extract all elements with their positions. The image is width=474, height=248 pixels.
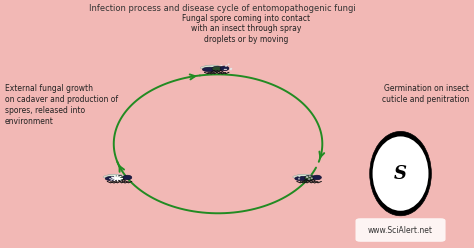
Circle shape <box>110 180 112 181</box>
Ellipse shape <box>370 131 431 216</box>
Ellipse shape <box>202 67 217 72</box>
Circle shape <box>230 69 232 70</box>
Text: Fungal spore coming into contact
with an insect through spray
droplets or by mov: Fungal spore coming into contact with an… <box>182 14 310 44</box>
Circle shape <box>114 177 120 180</box>
Ellipse shape <box>304 175 315 180</box>
Circle shape <box>220 66 229 71</box>
Circle shape <box>123 175 132 180</box>
Text: External fungal growth
on cadaver and production of
spores, released into
enviro: External fungal growth on cadaver and pr… <box>5 84 118 125</box>
Ellipse shape <box>115 175 126 180</box>
Ellipse shape <box>113 176 126 178</box>
Ellipse shape <box>302 176 315 178</box>
Circle shape <box>299 176 301 177</box>
Circle shape <box>312 175 321 180</box>
Ellipse shape <box>201 65 219 69</box>
Circle shape <box>298 178 300 179</box>
Circle shape <box>225 69 227 70</box>
Circle shape <box>230 68 232 69</box>
Ellipse shape <box>202 67 215 69</box>
Circle shape <box>117 176 118 177</box>
Ellipse shape <box>105 176 118 179</box>
Text: Germination on insect
cuticle and penitration: Germination on insect cuticle and penitr… <box>382 84 469 104</box>
Circle shape <box>225 65 228 66</box>
Circle shape <box>220 65 222 66</box>
Ellipse shape <box>210 67 223 69</box>
Text: www.SciAlert.net: www.SciAlert.net <box>368 226 433 235</box>
Circle shape <box>309 176 311 177</box>
Ellipse shape <box>373 136 428 211</box>
Circle shape <box>122 175 124 176</box>
Circle shape <box>306 177 308 178</box>
Ellipse shape <box>293 174 311 178</box>
Text: S: S <box>394 165 407 183</box>
Circle shape <box>311 178 313 179</box>
Circle shape <box>228 64 229 65</box>
FancyBboxPatch shape <box>356 218 446 242</box>
Ellipse shape <box>295 176 308 179</box>
Ellipse shape <box>295 176 309 181</box>
Ellipse shape <box>105 176 119 181</box>
Circle shape <box>230 68 232 69</box>
Circle shape <box>224 69 226 70</box>
Ellipse shape <box>103 174 122 178</box>
Text: Infection process and disease cycle of entomopathogenic fungi: Infection process and disease cycle of e… <box>90 4 356 13</box>
Circle shape <box>306 176 308 177</box>
Circle shape <box>109 178 111 179</box>
Circle shape <box>308 179 310 180</box>
Ellipse shape <box>212 66 223 71</box>
Circle shape <box>113 178 115 179</box>
Ellipse shape <box>205 65 223 69</box>
Ellipse shape <box>108 174 126 178</box>
Ellipse shape <box>297 174 316 178</box>
Circle shape <box>229 68 232 70</box>
